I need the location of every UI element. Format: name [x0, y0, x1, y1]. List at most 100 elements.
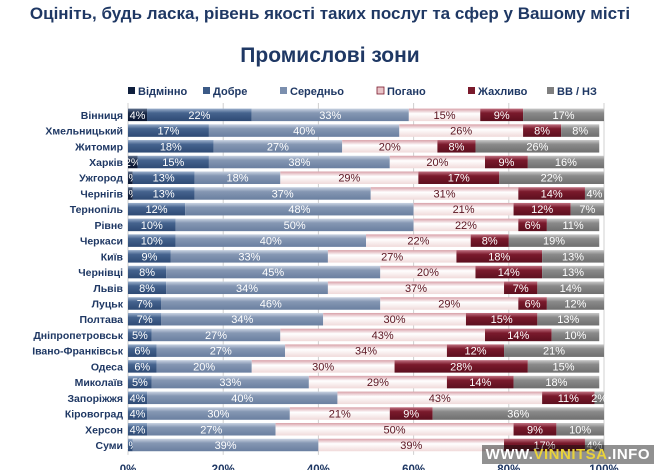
- bar-segment: [213, 140, 343, 153]
- bar-label: 50%: [284, 220, 306, 232]
- page-question-title: Оцініть, будь ласка, рівень якості таких…: [29, 4, 631, 23]
- bar-segment: [128, 140, 214, 153]
- bar-label: 18%: [545, 377, 567, 389]
- bar-segment: [323, 312, 466, 326]
- bar-segment: [132, 438, 319, 452]
- bar-segment: [128, 250, 171, 263]
- bar-segment: [513, 375, 600, 389]
- legend-swatch: [376, 86, 385, 95]
- bar-segment: [523, 124, 562, 137]
- bar-segment: [546, 218, 600, 232]
- bar-segment: [584, 438, 604, 452]
- bar-label: 33%: [219, 377, 241, 389]
- bar-label: 10%: [141, 236, 163, 248]
- category-label: Луцьк: [92, 299, 124, 311]
- bar-label: 4%: [130, 393, 146, 405]
- bar-segment: [128, 360, 157, 373]
- legend-label: Жахливо: [477, 86, 528, 98]
- bar-label: 19%: [543, 236, 565, 248]
- bar-segment: [446, 375, 514, 389]
- bar-label: 4%: [130, 409, 146, 421]
- bar-label: 43%: [372, 330, 394, 342]
- watermark-prefix: WWW.: [485, 446, 534, 463]
- category-label: Запоріжжя: [67, 393, 123, 405]
- bar-label: 20%: [379, 141, 401, 153]
- bar-label: 22%: [541, 173, 563, 185]
- bar-label: 13%: [562, 251, 584, 263]
- bar-segment: [280, 328, 485, 342]
- bar-segment: [151, 375, 309, 389]
- bar-label: 8%: [534, 126, 550, 138]
- bar-segment: [170, 250, 328, 263]
- bar-label: 9%: [403, 409, 419, 421]
- bar-label: 6%: [525, 299, 541, 311]
- category-label: Херсон: [85, 424, 123, 436]
- bar-segment: [556, 423, 604, 436]
- bar-label: 36%: [507, 409, 529, 421]
- bar-label: 18%: [160, 141, 182, 153]
- site-watermark: WWW.VINNITSA.INFO: [481, 445, 654, 464]
- bar-segment: [527, 360, 600, 373]
- bar-segment: [128, 391, 148, 405]
- bar-segment: [504, 344, 604, 357]
- bar-segment: [318, 438, 505, 452]
- bar-segment: [161, 297, 381, 310]
- bar-segment: [542, 250, 604, 263]
- bar-segment: [570, 202, 604, 216]
- bar-label: 14%: [507, 330, 529, 342]
- bar-segment: [542, 265, 604, 279]
- bar-label: 10%: [564, 330, 586, 342]
- bar-segment: [413, 218, 519, 232]
- bar-segment: [537, 312, 600, 326]
- bar-segment: [161, 312, 324, 326]
- bar-label: 21%: [453, 204, 475, 216]
- bar-label: 39%: [400, 440, 422, 452]
- bar-segment: [446, 344, 505, 357]
- bar-segment: [128, 312, 162, 326]
- bar-label: 39%: [215, 440, 237, 452]
- category-label: Хмельницький: [45, 126, 123, 138]
- watermark-accent: VINNITSA: [533, 446, 608, 463]
- bar-segment: [128, 234, 176, 247]
- category-label: Житомир: [74, 141, 123, 153]
- bar-segment: [137, 155, 209, 169]
- bar-segment: [128, 423, 148, 436]
- bar-label: 2%: [591, 393, 607, 405]
- bar-segment: [128, 202, 186, 216]
- bar-label: 17%: [448, 173, 470, 185]
- x-tick-label: 40%: [307, 464, 330, 470]
- bar-segment: [128, 375, 152, 389]
- bar-segment: [251, 360, 395, 373]
- bar-segment: [432, 407, 604, 420]
- bar-segment: [561, 124, 600, 137]
- bar-label: 26%: [526, 141, 548, 153]
- bar-label: 27%: [210, 346, 232, 358]
- bar-segment: [147, 407, 290, 420]
- bar-segment: [175, 234, 366, 247]
- bar-segment: [342, 140, 438, 153]
- bar-segment: [147, 108, 252, 122]
- bar-label: 15%: [434, 110, 456, 122]
- bar-segment: [527, 155, 604, 169]
- bar-label: 15%: [491, 314, 513, 326]
- bar-segment: [504, 438, 585, 452]
- bar-label: 30%: [384, 314, 406, 326]
- bar-segment: [289, 407, 390, 420]
- bar-label: 27%: [205, 330, 227, 342]
- bar-label: 4%: [587, 440, 603, 452]
- bar-segment: [194, 187, 371, 200]
- bar-label: 6%: [134, 346, 150, 358]
- bar-segment: [485, 328, 552, 342]
- bar-label: 6%: [525, 220, 541, 232]
- category-label: Одеса: [91, 361, 123, 373]
- bar-segment: [389, 155, 485, 169]
- bar-label: 46%: [260, 299, 282, 311]
- bar-segment: [128, 281, 167, 295]
- bar-segment: [475, 140, 600, 153]
- bar-segment: [513, 423, 557, 436]
- x-tick-label: 60%: [402, 464, 425, 470]
- category-label: Чернівці: [78, 267, 123, 279]
- bar-label: 22%: [188, 110, 210, 122]
- bar-label: 45%: [262, 267, 284, 279]
